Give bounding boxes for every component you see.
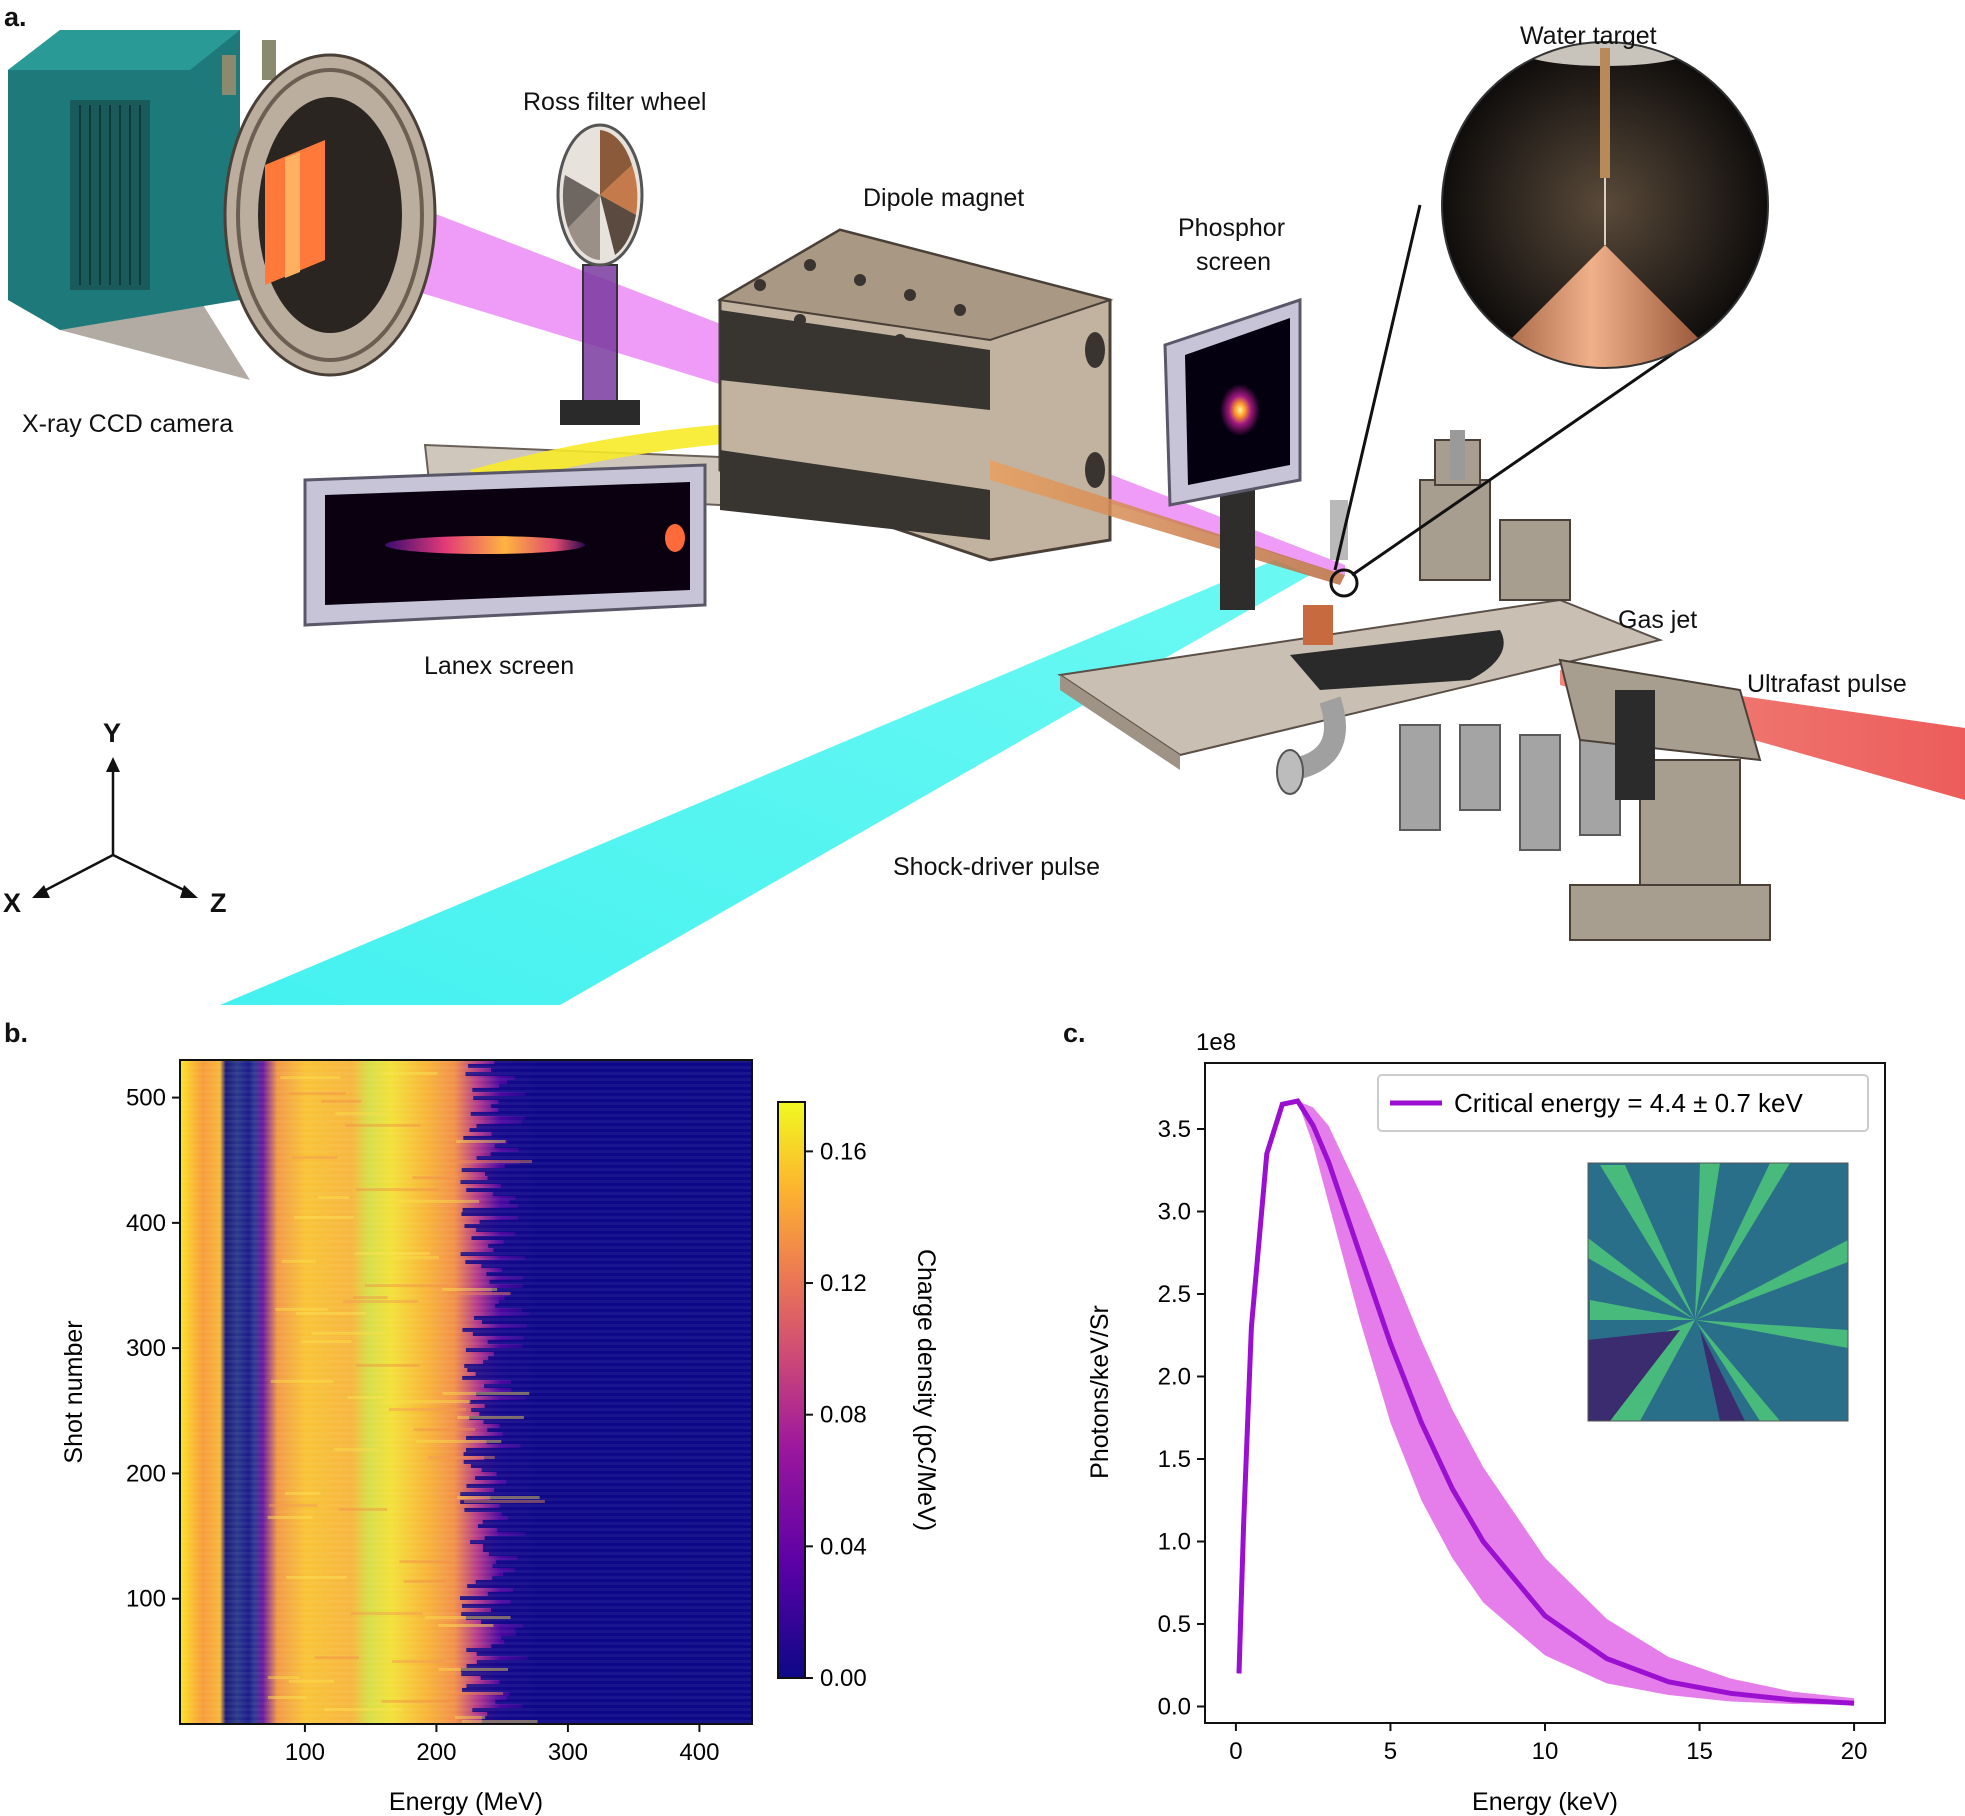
label-phosphor-line1: Phosphor [1178,214,1286,242]
spectrum-xtick-label: 5 [1384,1738,1397,1765]
heatmap-ytick-label: 300 [126,1335,166,1362]
dipole-magnet [717,228,1114,562]
colorbar-label: Charge density (pC/MeV) [912,1249,940,1531]
label-phosphor-line2: screen [1196,248,1272,276]
axis-label-y: Y [103,718,122,748]
phosphor-screen [1163,297,1302,610]
ross-filter-wheel [556,123,644,425]
heatmap-xtick-label: 400 [679,1739,719,1766]
spectrum-xtick-label: 15 [1686,1738,1713,1765]
heatmap-xtick-label: 100 [285,1739,325,1766]
spectrum-ytick-label: 0.0 [1158,1694,1191,1721]
spectrum-ytick-label: 2.0 [1158,1364,1191,1391]
spectrum-xlabel: Energy (keV) [1472,1788,1618,1816]
label-water-target: Water target [1520,22,1657,50]
heatmap-xlabel: Energy (MeV) [389,1788,543,1816]
legend-label: Critical energy = 4.4 ± 0.7 keV [1454,1088,1803,1118]
heatmap-frame [179,1059,753,1725]
coordinate-axes [32,757,198,898]
heatmap-xtick-label: 200 [416,1739,456,1766]
spectrum-ytick-label: 1.5 [1158,1446,1191,1473]
panel-b-letter: b. [4,1018,28,1048]
spectrum-ylabel: Photons/keV/Sr [1086,1305,1114,1479]
heatmap-ytick-label: 500 [126,1085,166,1112]
label-ultrafast-pulse: Ultrafast pulse [1747,670,1907,698]
water-target-inset [1442,42,1768,368]
spectrum-xtick-label: 20 [1841,1738,1868,1765]
spectrum-ytick-label: 0.5 [1158,1611,1191,1638]
electron-beam-orange [990,460,1345,585]
uncertainty-band [1239,1101,1855,1705]
label-dipole-magnet: Dipole magnet [863,184,1025,212]
spectrum-ytick-label: 1.0 [1158,1529,1191,1556]
spectrum-ytick-label: 3.0 [1158,1199,1191,1226]
spectrum-chart: 1e8 0 5 10 15 20 0.0 0.5 1.0 1.5 2.0 2.5 3.0 3.5 En… [1086,1029,1886,1816]
shock-driver-beam [220,560,1310,1005]
heatmap-chart: 100 200 300 400 100 200 300 400 500 Energy (MeV… [60,1059,940,1816]
heatmap-ylabel: Shot number [60,1320,88,1463]
heatmap-ytick-label: 200 [126,1460,166,1487]
spectrum-xtick-label: 0 [1229,1738,1242,1765]
spectrum-ytick-label: 3.5 [1158,1116,1191,1143]
label-xray-ccd-camera: X-ray CCD camera [22,410,234,438]
label-shock-driver-pulse: Shock-driver pulse [893,853,1101,881]
spectrum-ytick-label: 2.5 [1158,1281,1191,1308]
colorbar [777,1101,806,1679]
label-lanex-screen: Lanex screen [424,652,575,680]
gas-jet-stage [1057,430,1771,941]
colorbar-tick-label: 0.00 [820,1665,867,1692]
heatmap-ytick-label: 400 [126,1210,166,1237]
panel-c-letter: c. [1063,1018,1086,1048]
y-multiplier: 1e8 [1196,1029,1236,1056]
colorbar-tick-label: 0.08 [820,1402,867,1429]
xray-ccd-camera [8,30,437,380]
setup-illustration [8,30,1965,1005]
legend: Critical energy = 4.4 ± 0.7 keV [1377,1074,1869,1132]
filter-pattern-inset [1587,1162,1849,1422]
heatmap-xtick-label: 300 [548,1739,588,1766]
label-gas-jet: Gas jet [1618,606,1698,634]
panel-a-letter: a. [4,2,27,32]
label-ross-filter-wheel: Ross filter wheel [523,88,707,116]
colorbar-tick-label: 0.16 [820,1138,867,1165]
lanex-screen [303,463,707,627]
colorbar-tick-label: 0.04 [820,1533,867,1560]
colorbar-tick-label: 0.12 [820,1270,867,1297]
spectrum-xtick-label: 10 [1532,1738,1559,1765]
axis-label-x: X [3,888,22,918]
heatmap-ytick-label: 100 [126,1586,166,1613]
axis-label-z: Z [210,888,227,918]
spectrum-line [1236,1098,1855,1706]
